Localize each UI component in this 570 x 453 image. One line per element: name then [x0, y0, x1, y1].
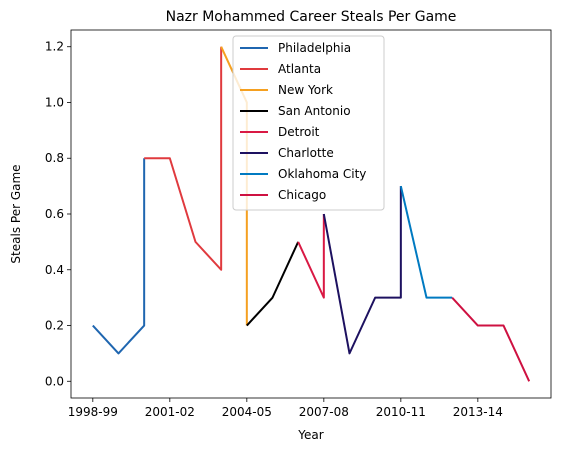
series-line-san-antonio	[246, 241, 300, 327]
x-tick-label: 1998-99	[68, 405, 118, 419]
legend-label-san-antonio: San Antonio	[278, 104, 351, 118]
y-axis-label: Steals Per Game	[9, 164, 23, 263]
legend-label-oklahoma-city: Oklahoma City	[278, 167, 366, 181]
series-line-chicago	[451, 296, 531, 382]
x-axis-label: Year	[297, 428, 323, 442]
x-tick-label: 2007-08	[299, 405, 349, 419]
y-tick-label: 1.0	[45, 95, 64, 109]
y-tick-label: 0.8	[45, 151, 64, 165]
y-tick-label: 0.4	[45, 263, 64, 277]
x-tick-label: 2013-14	[453, 405, 503, 419]
plot-frame	[70, 29, 552, 399]
x-tick-label: 2010-11	[376, 405, 426, 419]
legend-label-philadelphia: Philadelphia	[278, 41, 351, 55]
series-line-charlotte	[322, 186, 402, 355]
ticks-layer: 1998-99 2001-02 2004-05 2007-08 2010-11 2013-…	[45, 40, 503, 419]
legend-label-charlotte: Charlotte	[278, 146, 334, 160]
y-tick-label: 0.0	[45, 374, 64, 388]
series-line-detroit	[297, 214, 325, 299]
legend-label-detroit: Detroit	[278, 125, 320, 139]
series-line-oklahoma-city	[399, 185, 453, 299]
series-line-atlanta	[144, 46, 223, 271]
x-tick-label: 2001-02	[145, 405, 195, 419]
y-tick-label: 1.2	[45, 40, 64, 54]
legend: Philadelphia Atlanta New York San Antonio De…	[232, 35, 385, 211]
y-tick-label: 0.6	[45, 207, 64, 221]
series-line-philadelphia	[92, 158, 146, 355]
legend-label-chicago: Chicago	[278, 188, 326, 202]
legend-label-new-york: New York	[278, 83, 333, 97]
x-tick-label: 2004-05	[222, 405, 272, 419]
legend-frame	[232, 35, 385, 211]
legend-label-atlanta: Atlanta	[278, 62, 321, 76]
y-tick-label: 0.2	[45, 319, 64, 333]
chart-title: Nazr Mohammed Career Steals Per Game	[166, 9, 457, 25]
